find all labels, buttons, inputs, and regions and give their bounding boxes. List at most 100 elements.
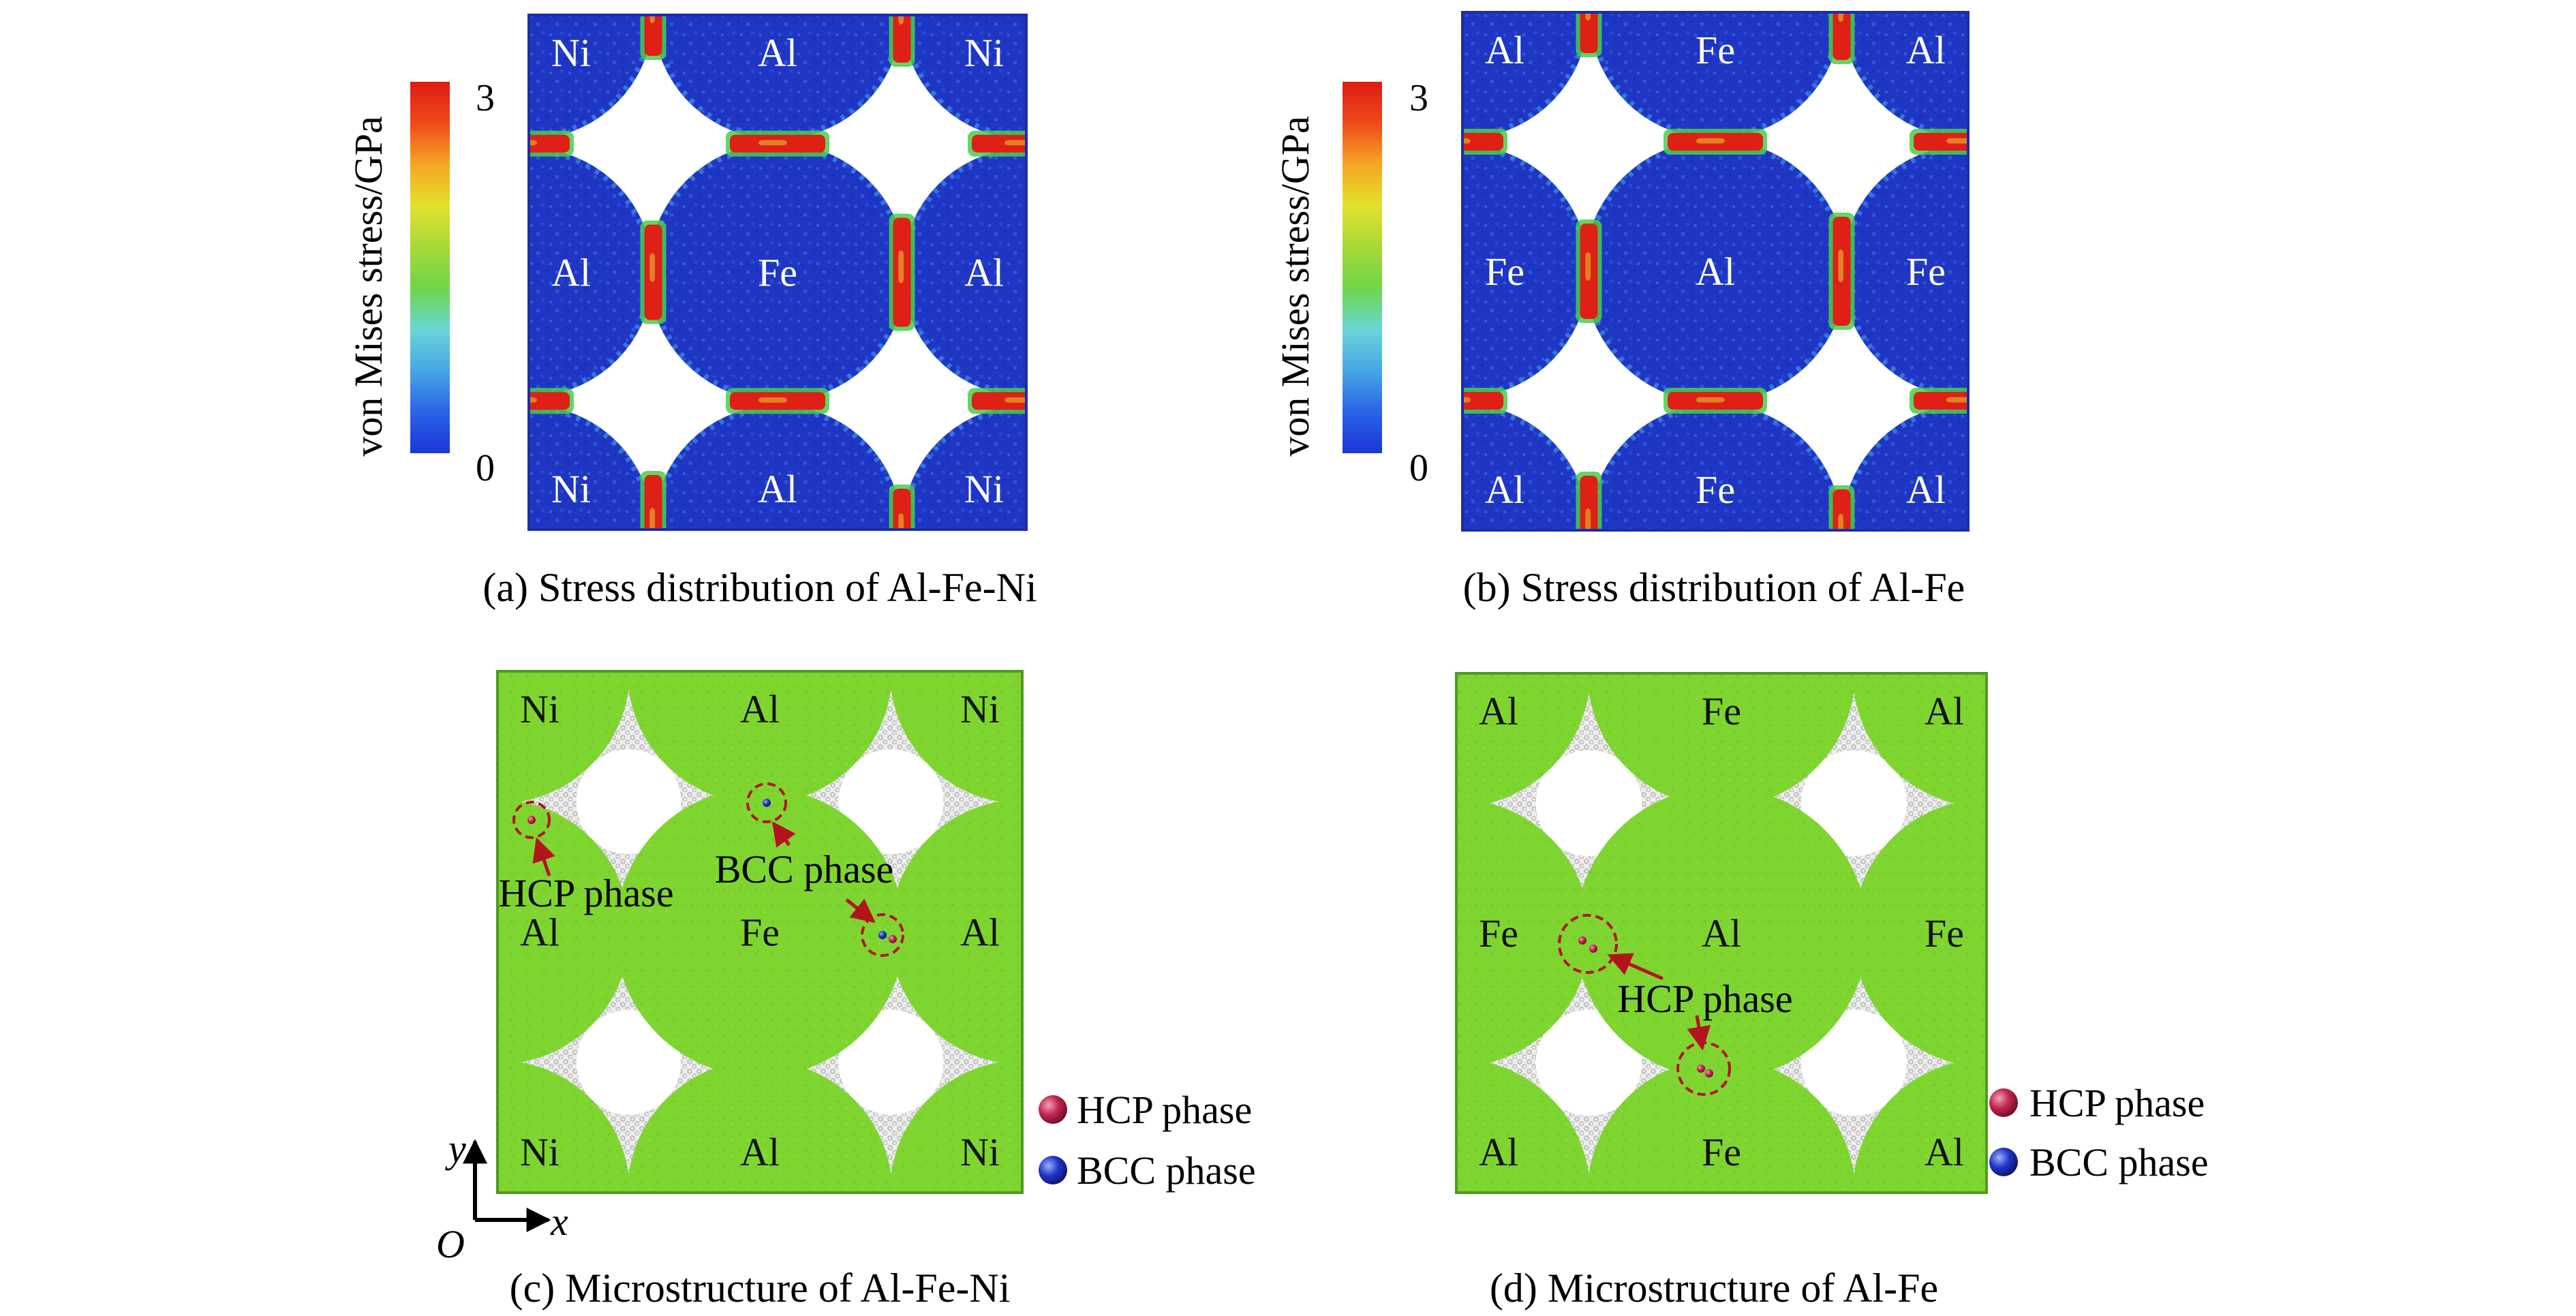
- grain-label: Ni: [520, 687, 559, 731]
- annotation-arrow: [1687, 1015, 1711, 1051]
- panel-frame: [1461, 11, 1969, 532]
- grain-label: Fe: [740, 911, 780, 955]
- axis-triad: y x O: [436, 1127, 568, 1266]
- bcc-legend-icon: [1989, 1148, 2018, 1176]
- grain-label: Al: [551, 251, 591, 295]
- grain-label: Fe: [1696, 28, 1735, 72]
- grain-label: Ni: [960, 1130, 1000, 1174]
- grain-label: Ni: [520, 1130, 559, 1174]
- legend-bcc-c: BCC phase: [1077, 1148, 1256, 1193]
- grain-label: Al: [1925, 1130, 1964, 1174]
- grain-label: Al: [1485, 468, 1524, 512]
- legend-hcp-c: HCP phase: [1077, 1088, 1252, 1132]
- grain-map-b: [1461, 11, 1969, 532]
- grain-label: Al: [1925, 689, 1964, 733]
- annotation-arrow: [845, 898, 876, 923]
- colorbar-title-b: von Mises stress/GPa: [1273, 116, 1317, 456]
- void: [1535, 750, 1642, 857]
- grain-label: Al: [758, 467, 797, 511]
- grain-label: Al: [1479, 1130, 1518, 1174]
- phase-marker-circle: [512, 801, 551, 839]
- caption-b: (b) Stress distribution of Al-Fe: [1463, 565, 1965, 610]
- grain-label: Fe: [1702, 1130, 1741, 1174]
- panel-frame: [527, 14, 1028, 531]
- grain-label: Al: [1485, 28, 1524, 72]
- phase-marker-circle: [861, 913, 904, 957]
- phase-annotations: HCP phase BCC phase HCP phase: [498, 782, 1793, 1096]
- colorbar-min-a: 0: [476, 447, 495, 489]
- grain-label: Fe: [1906, 249, 1946, 294]
- annotation-label: HCP phase: [1617, 977, 1792, 1021]
- void: [576, 749, 681, 855]
- hcp-legend-icon: [1989, 1088, 2018, 1117]
- void: [1800, 1009, 1907, 1116]
- phase-atom: [1578, 936, 1586, 945]
- grain-label: Al: [740, 687, 780, 731]
- panel-a: von Mises stress/GPa 3 0: [346, 77, 495, 489]
- colorbar-title-a: von Mises stress/GPa: [346, 116, 390, 456]
- grain-label: Ni: [964, 467, 1004, 511]
- grain-map-a: [527, 14, 1028, 531]
- phase-atom: [878, 931, 887, 939]
- grain-label: Fe: [1696, 468, 1735, 512]
- grain-label: Ni: [964, 31, 1004, 75]
- annotation-arrow: [532, 837, 555, 876]
- axis-y-label: y: [445, 1127, 466, 1171]
- colorbar-max-b: 3: [1409, 77, 1428, 119]
- grain-label: Fe: [758, 251, 797, 295]
- grain-label: Al: [1479, 689, 1518, 733]
- grain-label: Al: [964, 251, 1004, 295]
- panel-frame: [496, 670, 1024, 1194]
- grain-label: Fe: [1702, 689, 1741, 733]
- grain-map-c: [496, 670, 1024, 1194]
- caption-d: (d) Microstructure of Al-Fe: [1490, 1266, 1938, 1311]
- phase-atom: [527, 816, 536, 824]
- grain-labels: Ni Al Ni Al Fe Al Ni Al Ni Al Fe Al Fe Al Fe Al Fe Al Ni Al…: [520, 28, 1964, 1174]
- grain-label: Ni: [551, 467, 591, 511]
- grain-label: Al: [1702, 911, 1741, 955]
- grain-label: Fe: [1479, 911, 1518, 955]
- grain-label: Al: [1696, 249, 1735, 294]
- hcp-legend-icon: [1039, 1095, 1067, 1124]
- void: [1535, 1009, 1642, 1116]
- colorbar-gradient-a: [410, 82, 450, 453]
- phase-atom: [889, 935, 897, 943]
- legend-d: HCP phase BCC phase: [1989, 1081, 2209, 1184]
- grain-label: Al: [960, 911, 1000, 955]
- caption-c: (c) Microstructure of Al-Fe-Ni: [510, 1266, 1011, 1311]
- colorbar-min-b: 0: [1409, 447, 1428, 489]
- colorbar-gradient-b: [1343, 82, 1382, 453]
- annotation-label: HCP phase: [498, 871, 673, 915]
- void: [838, 1009, 944, 1115]
- caption-a: (a) Stress distribution of Al-Fe-Ni: [482, 565, 1037, 610]
- grain-label: Al: [1906, 28, 1946, 72]
- phase-marker-circle: [746, 782, 787, 823]
- phase-atom: [1697, 1065, 1705, 1073]
- colorbar-max-a: 3: [476, 77, 495, 119]
- phase-atom: [1705, 1069, 1713, 1077]
- grain-grids: [496, 11, 1988, 1194]
- phase-atom: [1589, 945, 1597, 953]
- annotation-arrow: [771, 821, 796, 848]
- legend-hcp-d: HCP phase: [2029, 1081, 2205, 1125]
- axis-origin-label: O: [436, 1222, 465, 1266]
- void: [1800, 750, 1907, 857]
- grain-label: Ni: [960, 687, 1000, 731]
- void: [576, 1009, 681, 1115]
- grain-label: Fe: [1925, 911, 1964, 955]
- void: [838, 749, 944, 855]
- panel-frame: [1455, 672, 1988, 1194]
- legend-bcc-d: BCC phase: [2029, 1140, 2209, 1184]
- grain-label: Al: [758, 31, 797, 75]
- colorbar-b: von Mises stress/GPa 3 0: [1273, 77, 1428, 489]
- annotation-label: BCC phase: [715, 847, 894, 891]
- grain-label: Fe: [1485, 249, 1524, 294]
- legend-c: HCP phase BCC phase: [1039, 1088, 1256, 1193]
- grain-label: Al: [1906, 468, 1946, 512]
- colorbar-a: von Mises stress/GPa 3 0: [346, 77, 495, 489]
- grain-map-d: [1455, 672, 1988, 1194]
- annotation-arrow: [1607, 953, 1663, 981]
- phase-atom: [763, 799, 771, 807]
- grain-label: Al: [740, 1130, 780, 1174]
